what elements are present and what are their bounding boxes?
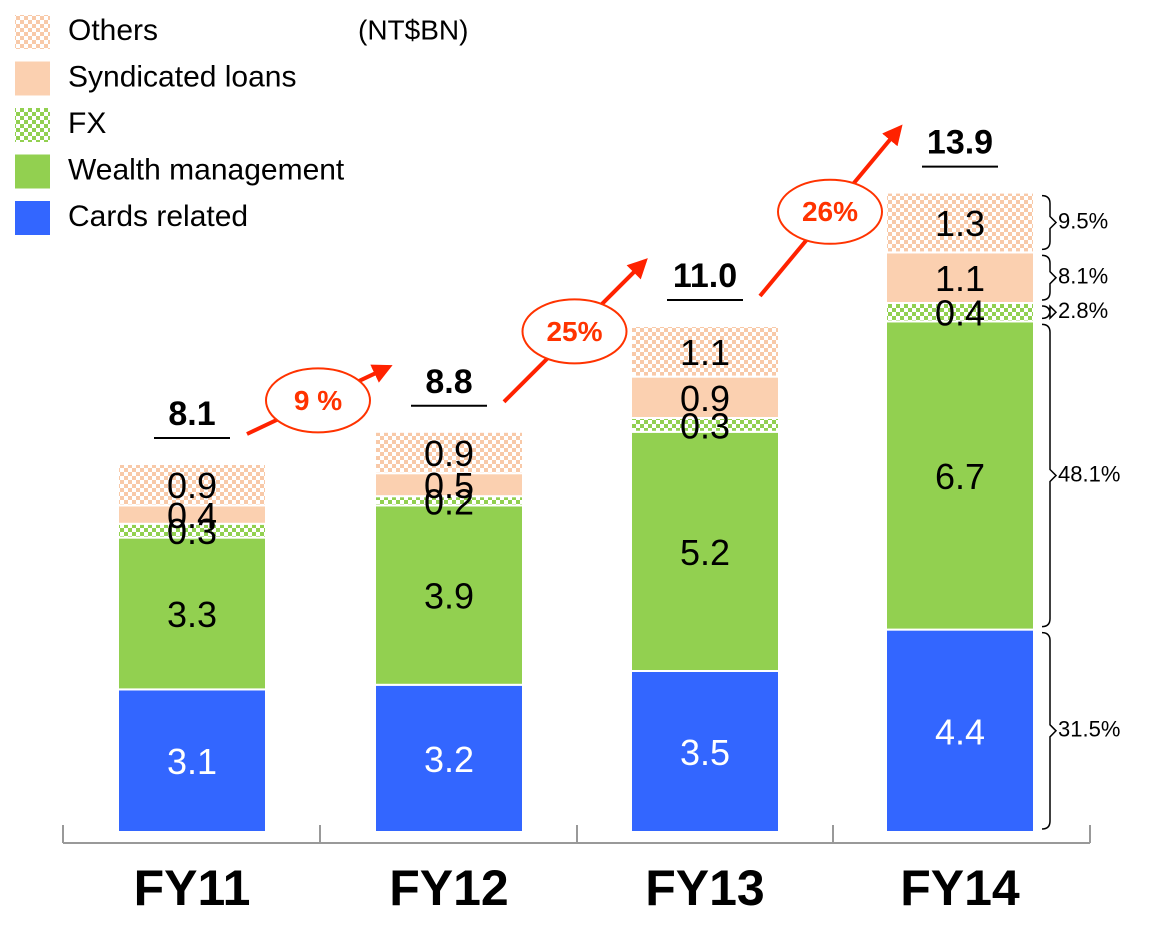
growth-bubble <box>777 178 883 245</box>
share-brace <box>1041 194 1058 251</box>
segment-label: 3.1 <box>167 741 217 782</box>
unit-label: (NT$BN) <box>358 14 468 45</box>
growth-label: 26% <box>802 196 858 227</box>
total-label: 8.1 <box>168 395 215 433</box>
bar-segment <box>885 320 1035 631</box>
total-label: 8.8 <box>425 363 472 401</box>
bar-segment <box>630 375 780 420</box>
segment-label: 4.4 <box>935 711 985 752</box>
legend-swatch <box>15 154 50 189</box>
segment-label: 0.9 <box>167 465 217 506</box>
segment-label: 1.3 <box>935 203 985 244</box>
bar-segment <box>117 463 267 507</box>
segment-label: 5.2 <box>680 532 730 573</box>
segment-label: 3.2 <box>424 739 474 780</box>
share-label: 2.8% <box>1058 298 1108 323</box>
segment-label: 0.4 <box>935 293 985 334</box>
segment-label: 0.3 <box>167 511 217 552</box>
segment-label: 0.9 <box>680 378 730 419</box>
bar-segment <box>885 628 1035 833</box>
segment-label: 3.9 <box>424 576 474 617</box>
share-brace <box>1041 323 1058 628</box>
legend-label: Syndicated loans <box>68 60 297 93</box>
segment-label: 0.3 <box>680 405 730 446</box>
legend-swatch <box>15 61 50 96</box>
segment-label: 6.7 <box>935 456 985 497</box>
x-tick-label: FY11 <box>134 860 251 916</box>
legend-swatch <box>15 201 50 235</box>
bar-segment <box>374 683 524 833</box>
legend-swatch <box>15 108 50 142</box>
share-label: 9.5% <box>1058 208 1108 233</box>
segment-label: 0.4 <box>167 495 217 536</box>
bar-segment <box>885 251 1035 304</box>
share-brace <box>1041 254 1058 301</box>
growth-label: 25% <box>546 316 602 347</box>
segment-label: 0.5 <box>424 465 474 506</box>
share-label: 8.1% <box>1058 264 1108 289</box>
bar-segment <box>374 504 524 686</box>
growth-bubble <box>521 298 628 365</box>
segment-label: 3.5 <box>680 732 730 773</box>
legend-swatch <box>15 15 50 49</box>
x-tick-label: FY14 <box>900 860 1020 916</box>
total-label: 13.9 <box>927 124 993 162</box>
share-brace <box>1041 304 1058 321</box>
bar-segment <box>630 430 780 672</box>
bar-segment <box>117 536 267 691</box>
total-label: 11.0 <box>673 257 737 295</box>
segment-label: 0.2 <box>424 481 474 522</box>
share-brace <box>1041 631 1058 830</box>
share-label: 31.5% <box>1058 717 1120 742</box>
bar-segment <box>374 430 524 475</box>
bar-segment <box>885 191 1035 254</box>
x-tick-label: FY12 <box>389 860 509 916</box>
share-label: 48.1% <box>1058 461 1120 486</box>
x-tick-label: FY13 <box>645 860 765 916</box>
growth-label: 9 % <box>294 385 342 416</box>
bar-segment <box>630 670 780 833</box>
legend-label: Cards related <box>68 200 248 233</box>
segment-label: 3.3 <box>167 594 217 635</box>
legend-label: Others <box>68 14 158 47</box>
legend-label: FX <box>68 107 106 140</box>
segment-label: 1.1 <box>935 258 985 299</box>
segment-label: 0.9 <box>424 433 474 474</box>
segment-label: 1.1 <box>680 332 730 373</box>
bar-segment <box>117 688 267 834</box>
growth-bubble <box>265 367 371 434</box>
legend-label: Wealth management <box>68 153 345 186</box>
bar-segment <box>630 325 780 378</box>
